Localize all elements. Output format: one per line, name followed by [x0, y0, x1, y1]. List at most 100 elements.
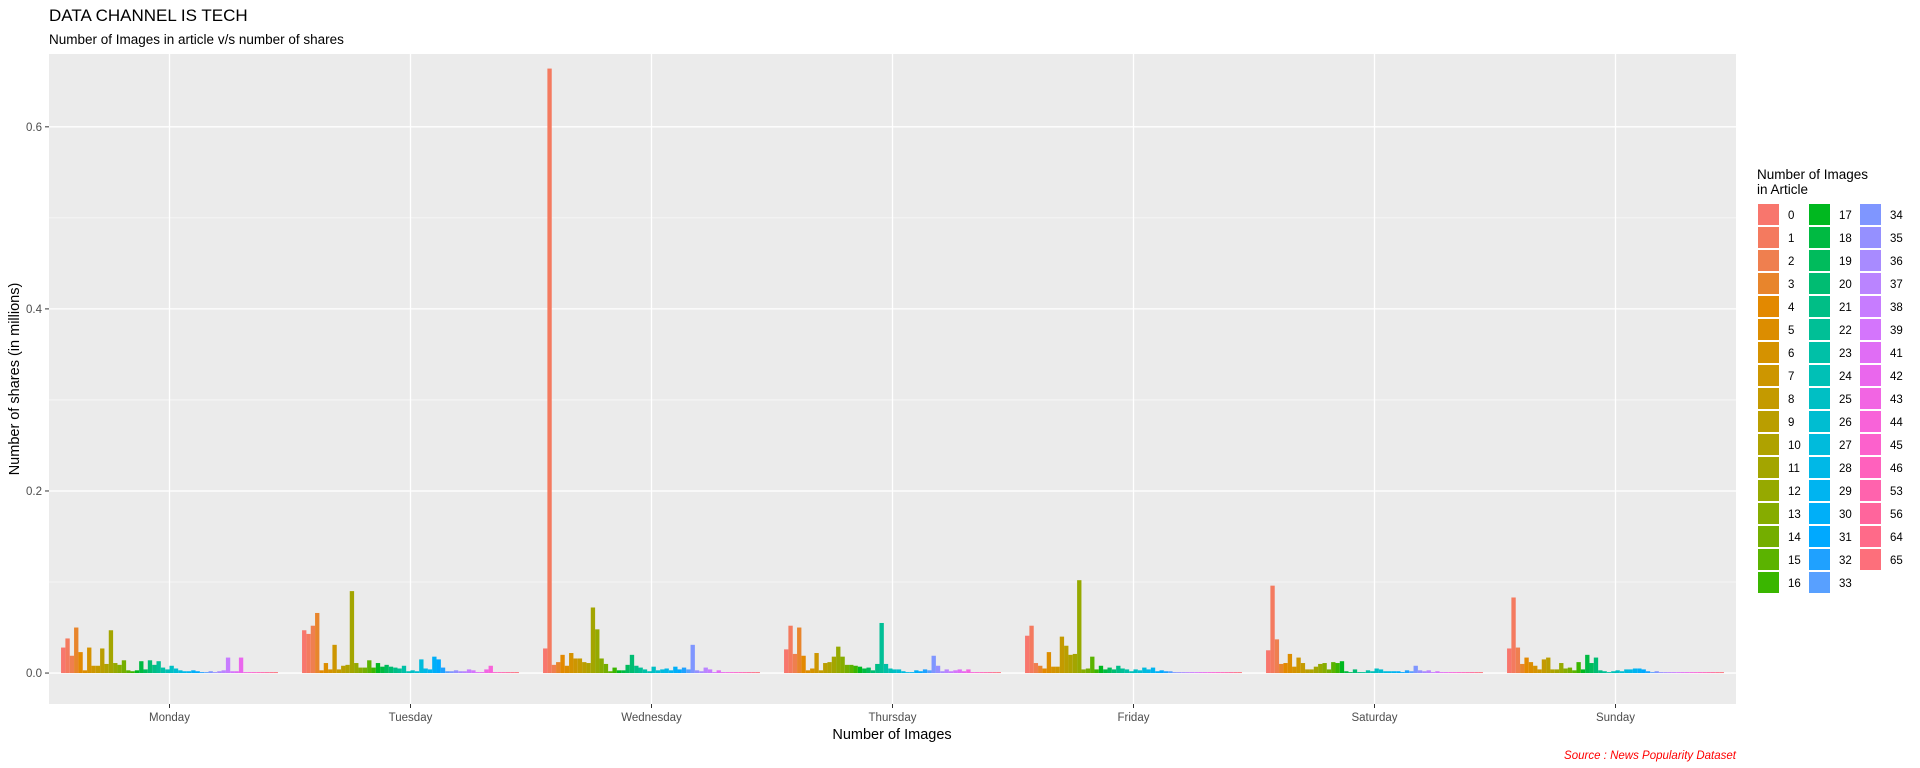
bar — [1550, 669, 1555, 674]
bar — [1309, 669, 1314, 674]
legend-title: Number of Images in Article — [1757, 167, 1872, 197]
legend-swatch — [1809, 388, 1830, 409]
bar — [1068, 654, 1073, 674]
bar — [1150, 667, 1156, 674]
bar — [1615, 670, 1620, 674]
bar — [225, 657, 231, 674]
legend-swatch — [1809, 434, 1830, 455]
bar — [603, 663, 609, 674]
bar — [853, 665, 858, 674]
bar — [547, 68, 552, 674]
bar — [1383, 671, 1388, 674]
bar — [302, 630, 307, 674]
bar — [647, 671, 652, 674]
chart-subtitle: Number of Images in article v/s number o… — [49, 32, 344, 47]
legend-label: 1 — [1788, 233, 1794, 245]
bar — [388, 666, 394, 674]
bar — [367, 660, 372, 674]
bar — [484, 669, 489, 674]
bar — [655, 670, 661, 674]
bar — [410, 670, 415, 674]
bar — [840, 656, 845, 674]
legend-label: 65 — [1890, 555, 1903, 567]
legend-swatch — [1860, 250, 1881, 271]
bar — [918, 671, 923, 674]
bar — [1404, 670, 1410, 674]
bar — [1706, 672, 1711, 674]
legend-swatch — [1758, 572, 1779, 593]
bar — [1387, 671, 1392, 674]
bar — [1413, 665, 1418, 674]
bar — [445, 671, 450, 674]
bar — [497, 672, 502, 674]
bar — [961, 671, 967, 674]
bar — [996, 672, 1001, 674]
bar — [87, 647, 92, 674]
bar — [328, 669, 333, 674]
bar — [673, 666, 678, 674]
bar — [1391, 671, 1397, 674]
legend-swatch — [1809, 365, 1830, 386]
bar — [264, 672, 270, 674]
bar — [940, 671, 945, 674]
bar — [1443, 672, 1449, 674]
legend-label: 5 — [1788, 325, 1794, 337]
bar — [1142, 667, 1147, 674]
bar — [931, 655, 936, 674]
bar — [514, 672, 519, 674]
bar — [1098, 665, 1104, 674]
bar — [979, 672, 984, 674]
y-axis-title: Number of shares (in millions) — [7, 283, 23, 476]
bar — [1059, 636, 1065, 674]
legend-label: 36 — [1890, 256, 1903, 268]
bar — [345, 664, 350, 674]
bar — [892, 669, 897, 674]
bar — [560, 654, 565, 674]
legend-swatch — [1809, 342, 1830, 363]
bar — [844, 664, 850, 674]
bar — [1155, 671, 1160, 674]
legend-label: 9 — [1788, 417, 1794, 429]
x-tick-label: Tuesday — [389, 712, 433, 724]
legend-swatch — [1809, 250, 1830, 271]
bar — [742, 672, 747, 674]
bar — [1077, 580, 1082, 674]
bar — [1667, 672, 1672, 674]
bar — [1357, 672, 1362, 674]
legend-label: 28 — [1839, 463, 1852, 475]
bar — [1220, 672, 1225, 674]
bar — [1628, 669, 1633, 674]
bar — [699, 671, 704, 674]
legend-label: 14 — [1788, 532, 1801, 544]
bar — [186, 671, 192, 674]
bar — [1541, 659, 1547, 674]
legend-swatch — [1860, 319, 1881, 340]
bar — [1563, 668, 1568, 674]
bar — [1465, 672, 1470, 674]
legend-label: 20 — [1839, 279, 1852, 291]
bar — [432, 656, 437, 674]
bar — [1292, 666, 1297, 674]
legend-swatch — [1758, 434, 1779, 455]
bar — [616, 670, 622, 674]
bar — [1279, 663, 1284, 674]
bar — [1181, 672, 1186, 674]
legend-label: 16 — [1788, 578, 1801, 590]
legend-swatch — [1758, 411, 1779, 432]
legend-label: 46 — [1890, 463, 1903, 475]
bar — [273, 672, 278, 674]
bar — [458, 671, 463, 674]
legend-swatch — [1860, 526, 1881, 547]
bar — [629, 654, 635, 674]
bar — [243, 672, 248, 674]
bar — [306, 633, 311, 674]
bar — [818, 670, 824, 674]
bar — [173, 668, 179, 674]
bar — [712, 672, 717, 674]
bar — [1305, 669, 1310, 674]
bar — [384, 664, 389, 674]
bar — [1598, 670, 1603, 674]
bar — [423, 668, 428, 674]
bar — [823, 663, 828, 674]
